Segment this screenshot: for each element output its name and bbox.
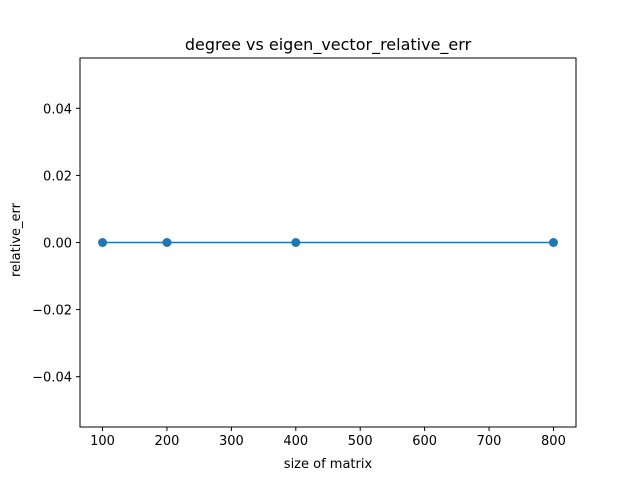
y-tick-label: 0.02	[43, 169, 72, 184]
y-tick-label: −0.02	[32, 304, 72, 319]
data-point	[98, 238, 108, 247]
y-tick-label: 0.00	[43, 237, 72, 252]
x-tick-label: 100	[90, 434, 115, 449]
y-tick-label: −0.04	[32, 371, 72, 386]
y-tick-label: 0.04	[43, 102, 72, 117]
x-tick-label: 700	[477, 434, 502, 449]
plot-layer: 100 200 300 400 500 600 700 800 −0.04 −0.02 0.00 0.…	[32, 102, 566, 449]
y-axis-label: relative_err	[9, 202, 24, 277]
x-axis-label: size of matrix	[284, 457, 373, 472]
data-point	[162, 238, 172, 247]
data-point	[291, 238, 301, 247]
x-tick-label: 200	[155, 434, 180, 449]
x-tick-label: 800	[541, 434, 566, 449]
x-tick-label: 500	[348, 434, 373, 449]
x-tick-label: 600	[412, 434, 437, 449]
x-tick-label: 300	[219, 434, 244, 449]
plot-frame	[79, 57, 577, 428]
x-tick-label: 400	[283, 434, 308, 449]
data-point	[548, 238, 558, 247]
chart-title: degree vs eigen_vector_relative_err	[185, 35, 472, 55]
